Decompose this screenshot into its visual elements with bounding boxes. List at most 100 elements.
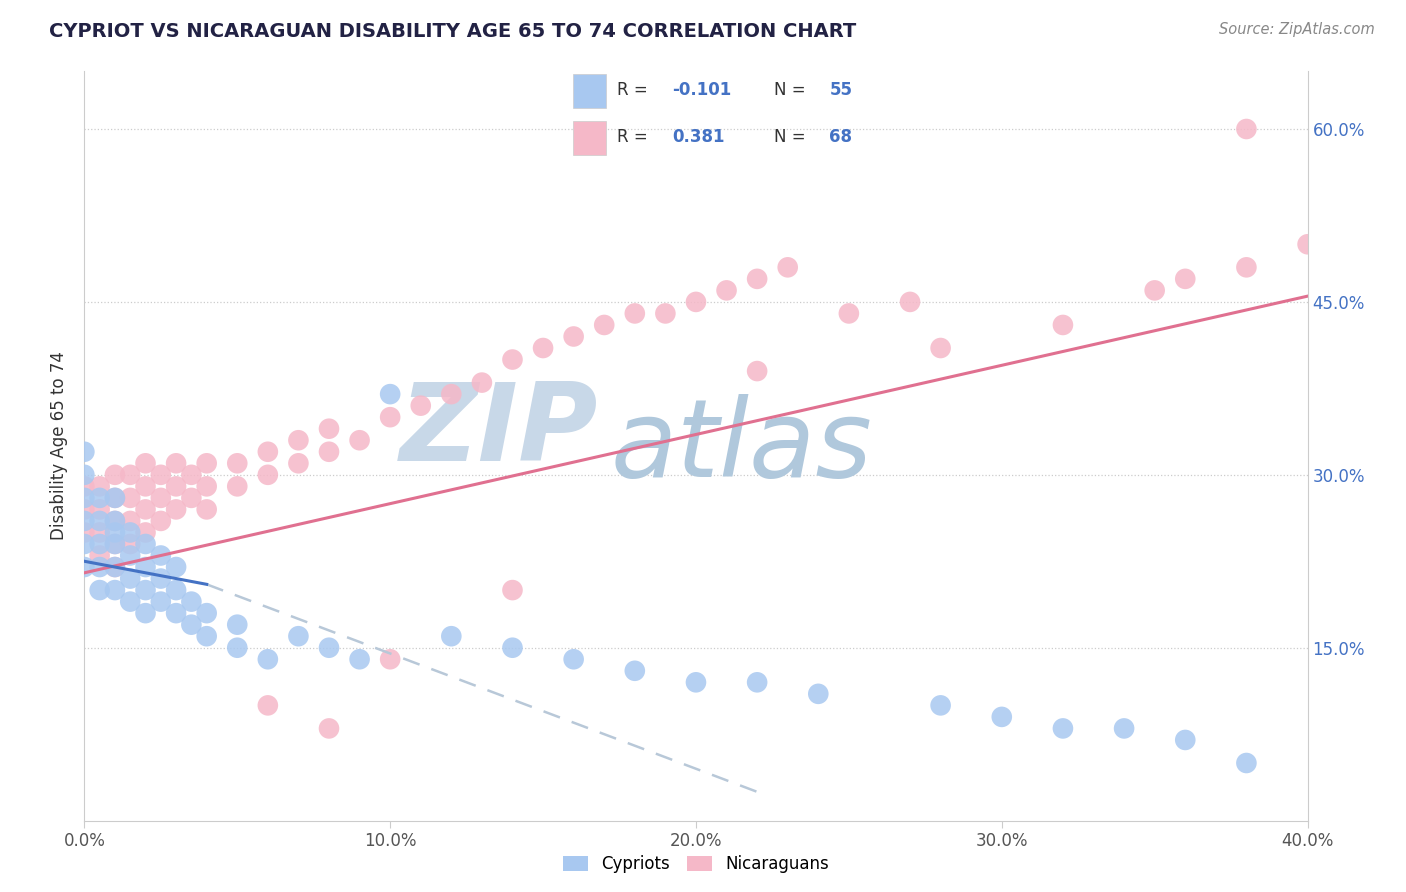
Point (838, 306, 860, 320)
Point (318, 722, 340, 736)
Point (89, 583, 111, 598)
Point (120, 549, 142, 563)
Point (135, 525, 157, 540)
Point (89, 560, 111, 574)
Point (654, 306, 676, 320)
Point (135, 583, 157, 598)
Point (73, 479, 96, 493)
Point (318, 444, 340, 458)
Point (898, 294, 921, 309)
Point (257, 467, 280, 482)
Y-axis label: Disability Age 65 to 74: Disability Age 65 to 74 (51, 351, 69, 541)
Point (89, 537, 111, 551)
Text: 0.381: 0.381 (672, 128, 724, 146)
Point (747, 272, 769, 286)
Point (89, 525, 111, 540)
Point (73, 491, 96, 505)
Point (120, 514, 142, 528)
Point (73, 514, 96, 528)
Point (104, 514, 127, 528)
Point (104, 583, 127, 598)
Point (929, 341, 952, 355)
Point (1052, 722, 1074, 736)
Point (502, 583, 524, 598)
Point (1236, 260, 1258, 275)
Point (257, 652, 280, 666)
Point (89, 479, 111, 493)
Point (1174, 272, 1197, 286)
Point (104, 560, 127, 574)
Point (624, 306, 647, 320)
Point (149, 467, 172, 482)
Point (73, 537, 96, 551)
Text: N =: N = (775, 128, 806, 146)
Point (195, 606, 218, 620)
Point (104, 491, 127, 505)
Point (502, 640, 524, 655)
Point (1236, 122, 1258, 136)
Point (89, 491, 111, 505)
Point (135, 502, 157, 516)
Point (195, 456, 218, 470)
Point (165, 502, 187, 516)
Point (257, 444, 280, 458)
Point (1143, 284, 1166, 298)
Point (120, 525, 142, 540)
Point (287, 456, 309, 470)
Point (104, 491, 127, 505)
Point (685, 675, 707, 690)
Point (165, 479, 187, 493)
Point (991, 710, 1014, 724)
Point (1296, 237, 1319, 252)
Text: N =: N = (775, 81, 806, 99)
Point (104, 514, 127, 528)
Bar (574, 74, 606, 108)
Point (380, 410, 402, 425)
Bar (574, 121, 606, 155)
Point (562, 329, 585, 343)
Point (120, 491, 142, 505)
Point (287, 434, 309, 448)
Point (380, 652, 402, 666)
Point (929, 698, 952, 713)
Point (89, 502, 111, 516)
Text: 55: 55 (830, 81, 852, 99)
Point (747, 364, 769, 378)
Point (747, 675, 769, 690)
Text: R =: R = (617, 128, 648, 146)
Text: 68: 68 (830, 128, 852, 146)
Point (120, 572, 142, 586)
Point (73, 444, 96, 458)
Point (440, 629, 463, 643)
Point (1174, 733, 1197, 747)
Point (73, 525, 96, 540)
Point (1052, 318, 1074, 332)
Point (135, 606, 157, 620)
Point (593, 318, 616, 332)
Point (685, 294, 707, 309)
Point (104, 525, 127, 540)
Point (165, 606, 187, 620)
Point (226, 640, 249, 655)
Point (165, 583, 187, 598)
Point (73, 560, 96, 574)
Text: atlas: atlas (610, 393, 872, 499)
Point (716, 284, 738, 298)
Legend: Cypriots, Nicaraguans: Cypriots, Nicaraguans (557, 848, 835, 880)
Point (776, 260, 799, 275)
Point (165, 456, 187, 470)
Point (1114, 722, 1136, 736)
Point (89, 549, 111, 563)
Point (104, 467, 127, 482)
Point (318, 422, 340, 436)
Point (624, 664, 647, 678)
Point (195, 629, 218, 643)
Point (135, 479, 157, 493)
Point (180, 594, 202, 608)
Point (73, 467, 96, 482)
Point (104, 537, 127, 551)
Point (149, 594, 172, 608)
Point (318, 640, 340, 655)
Point (807, 687, 830, 701)
Point (287, 629, 309, 643)
